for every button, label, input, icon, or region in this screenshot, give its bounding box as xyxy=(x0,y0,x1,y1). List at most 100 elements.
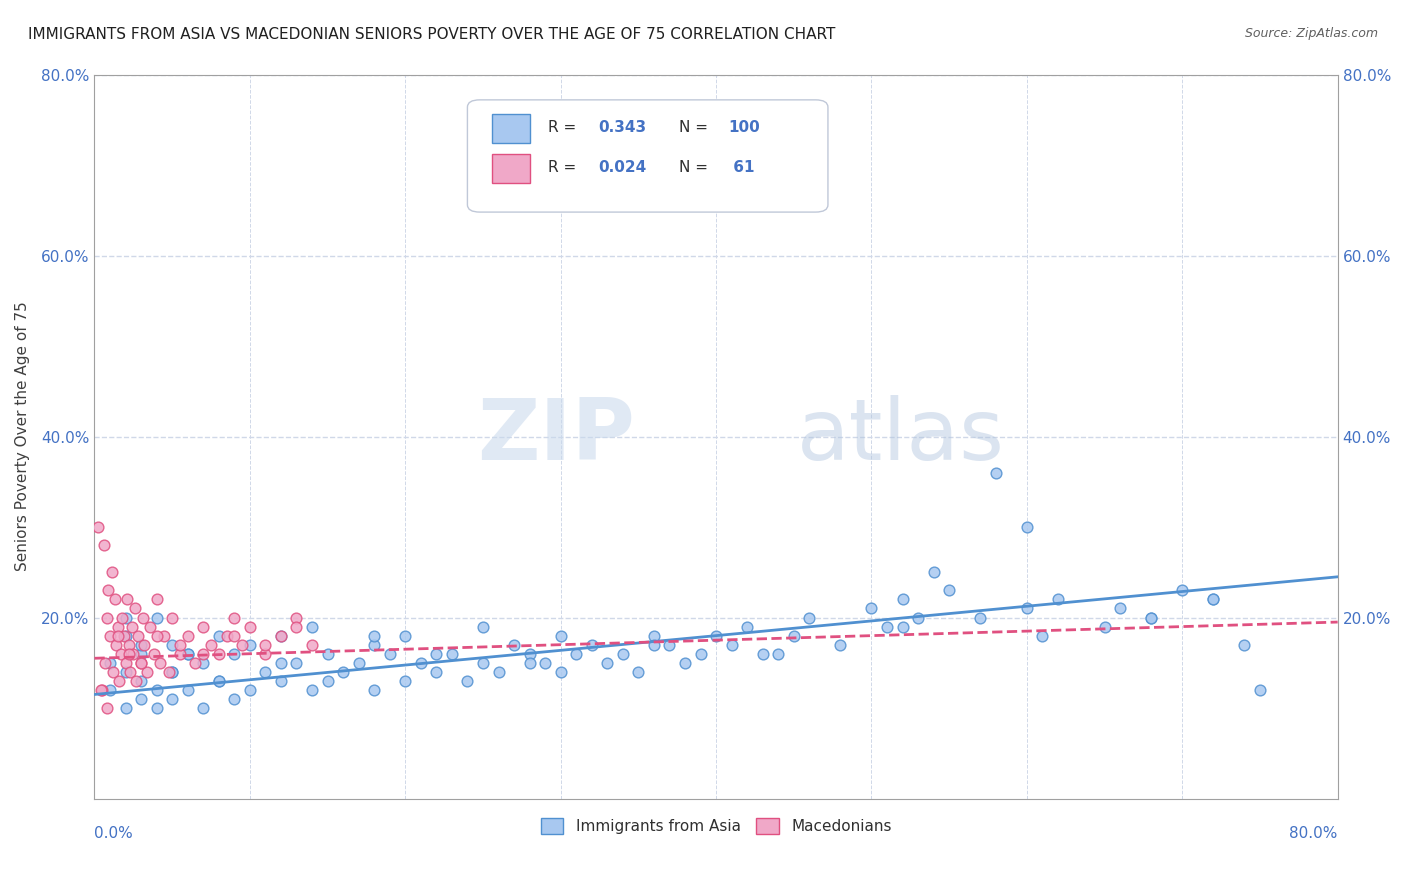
Point xyxy=(425,647,447,661)
Point xyxy=(91,682,114,697)
Point xyxy=(1233,638,1256,652)
Point xyxy=(104,592,127,607)
Point xyxy=(440,647,463,661)
Point xyxy=(114,610,136,624)
Point xyxy=(193,701,215,715)
Y-axis label: Seniors Poverty Over the Age of 75: Seniors Poverty Over the Age of 75 xyxy=(15,301,30,572)
Point xyxy=(98,656,121,670)
Point xyxy=(208,673,231,688)
Text: atlas: atlas xyxy=(797,395,1005,478)
Point xyxy=(301,682,323,697)
Point xyxy=(129,673,152,688)
Point xyxy=(876,619,898,633)
Point xyxy=(145,701,167,715)
Point xyxy=(503,638,526,652)
Point xyxy=(658,638,681,652)
Point xyxy=(1046,592,1069,607)
Text: 61: 61 xyxy=(728,160,755,175)
Point xyxy=(285,656,308,670)
Point xyxy=(830,638,852,652)
Point xyxy=(270,629,292,643)
Text: 100: 100 xyxy=(728,120,761,135)
Point xyxy=(301,619,323,633)
Point xyxy=(108,673,131,688)
Point xyxy=(860,601,883,615)
Point xyxy=(145,682,167,697)
Point xyxy=(1140,610,1163,624)
Point xyxy=(208,673,231,688)
Point xyxy=(254,647,277,661)
Point xyxy=(193,656,215,670)
Point xyxy=(316,673,339,688)
Point xyxy=(596,656,619,670)
Point xyxy=(129,656,152,670)
Point xyxy=(177,647,200,661)
Point xyxy=(627,665,650,679)
Point xyxy=(1140,610,1163,624)
Point xyxy=(94,656,117,670)
Point xyxy=(332,665,354,679)
Point xyxy=(673,656,696,670)
Text: IMMIGRANTS FROM ASIA VS MACEDONIAN SENIORS POVERTY OVER THE AGE OF 75 CORRELATIO: IMMIGRANTS FROM ASIA VS MACEDONIAN SENIO… xyxy=(28,27,835,42)
Point xyxy=(922,566,945,580)
Point xyxy=(208,629,231,643)
Text: ZIP: ZIP xyxy=(478,395,636,478)
Point xyxy=(110,647,132,661)
Point xyxy=(783,629,806,643)
Point xyxy=(1015,601,1038,615)
Point xyxy=(114,629,136,643)
Point xyxy=(581,638,603,652)
Point xyxy=(550,629,572,643)
Point xyxy=(169,638,191,652)
Point xyxy=(231,638,253,652)
Point xyxy=(270,656,292,670)
Point xyxy=(550,665,572,679)
Point xyxy=(285,610,308,624)
Point xyxy=(270,629,292,643)
Point xyxy=(160,665,183,679)
Point xyxy=(984,466,1007,480)
Point xyxy=(347,656,370,670)
Point xyxy=(378,647,401,661)
Point xyxy=(120,665,142,679)
Point xyxy=(145,592,167,607)
Point xyxy=(363,682,385,697)
Point xyxy=(96,610,118,624)
Point xyxy=(612,647,634,661)
Point xyxy=(891,619,914,633)
Point xyxy=(1109,601,1132,615)
Point xyxy=(224,629,246,643)
Point xyxy=(101,665,124,679)
Point xyxy=(425,665,447,679)
Point xyxy=(169,647,191,661)
Point xyxy=(1202,592,1225,607)
Point xyxy=(98,682,121,697)
Point xyxy=(96,701,118,715)
Point xyxy=(200,638,222,652)
Point xyxy=(122,647,145,661)
Text: Source: ZipAtlas.com: Source: ZipAtlas.com xyxy=(1244,27,1378,40)
Bar xyxy=(492,114,530,144)
Point xyxy=(114,665,136,679)
Point xyxy=(184,656,207,670)
Point xyxy=(239,682,262,697)
Point xyxy=(125,673,148,688)
Bar xyxy=(492,154,530,183)
Point xyxy=(127,629,149,643)
Point xyxy=(254,665,277,679)
Point xyxy=(363,629,385,643)
Point xyxy=(751,647,773,661)
Point xyxy=(177,682,200,697)
Point xyxy=(177,647,200,661)
Point xyxy=(100,566,122,580)
Text: 0.0%: 0.0% xyxy=(94,826,134,841)
Point xyxy=(285,619,308,633)
Text: N =: N = xyxy=(679,120,713,135)
Point xyxy=(799,610,821,624)
Point xyxy=(193,647,215,661)
Point xyxy=(86,520,108,534)
Point xyxy=(111,610,134,624)
Point xyxy=(114,656,136,670)
Point xyxy=(938,583,960,598)
Point xyxy=(149,656,172,670)
